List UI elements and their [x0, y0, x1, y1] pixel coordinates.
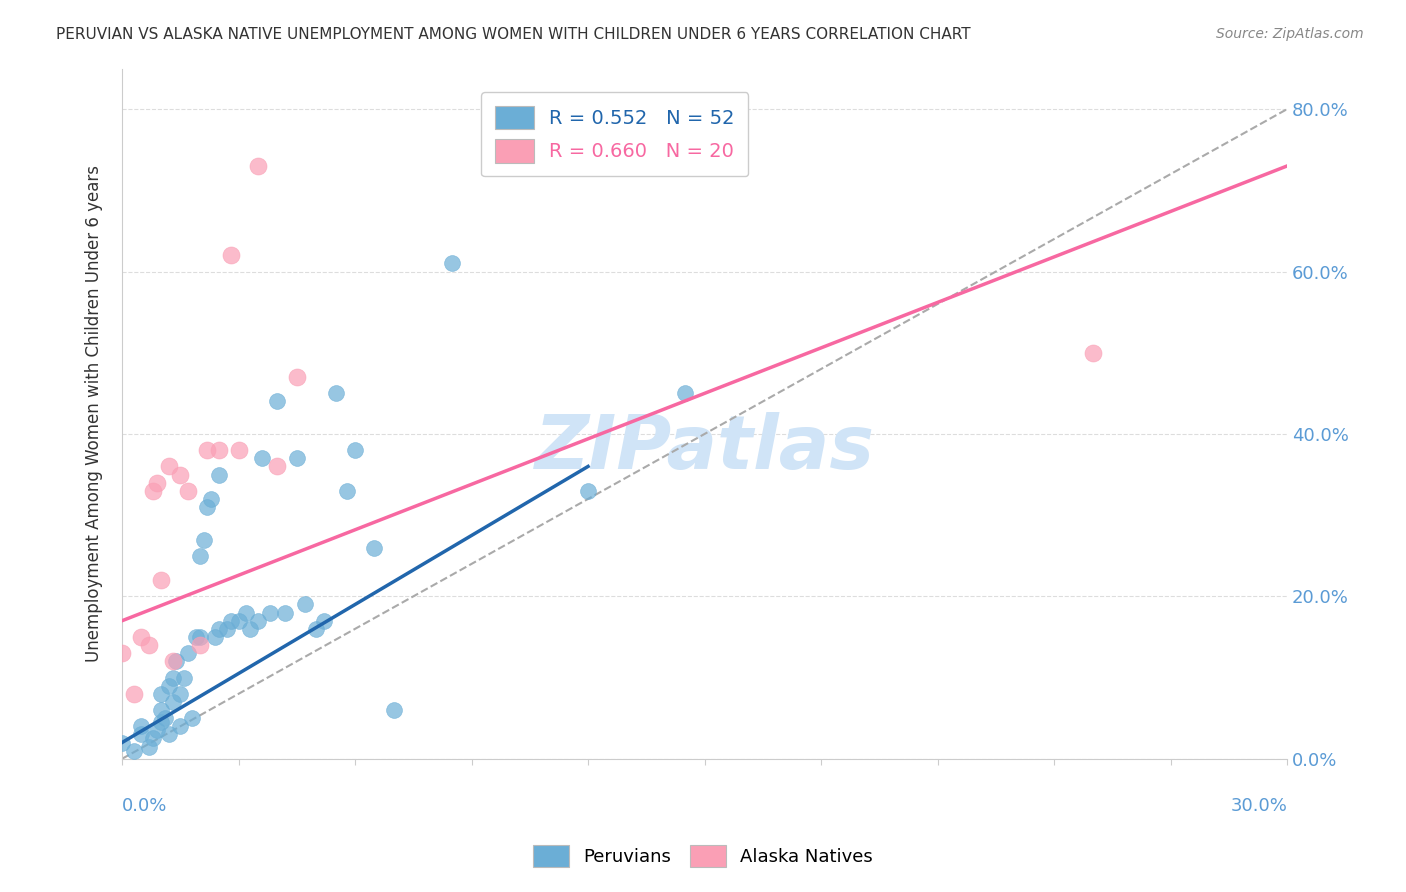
Point [111, 646, 134, 660]
Point [165, 654, 187, 668]
Point [111, 735, 134, 749]
Point [228, 614, 250, 628]
Point [142, 731, 165, 746]
Point [138, 638, 160, 652]
Point [336, 483, 359, 498]
Point [197, 500, 219, 514]
Point [173, 671, 195, 685]
Point [1081, 345, 1104, 359]
Point [285, 370, 308, 384]
Point [246, 159, 269, 173]
Point [146, 723, 169, 738]
Text: 30.0%: 30.0% [1230, 797, 1286, 814]
Point [149, 687, 172, 701]
Point [188, 638, 211, 652]
Point [122, 744, 145, 758]
Point [188, 549, 211, 563]
Point [177, 483, 200, 498]
Point [149, 715, 172, 730]
Point [285, 451, 308, 466]
Point [208, 622, 231, 636]
Point [122, 687, 145, 701]
Point [131, 630, 153, 644]
Point [138, 739, 160, 754]
Text: Source: ZipAtlas.com: Source: ZipAtlas.com [1216, 27, 1364, 41]
Point [250, 451, 273, 466]
Point [146, 475, 169, 490]
Point [177, 646, 200, 660]
Point [576, 483, 599, 498]
Point [208, 443, 231, 458]
Point [193, 533, 215, 547]
Y-axis label: Unemployment Among Women with Children Under 6 years: Unemployment Among Women with Children U… [86, 165, 103, 662]
Point [208, 467, 231, 482]
Point [305, 622, 328, 636]
Point [246, 614, 269, 628]
Point [259, 606, 281, 620]
Point [197, 443, 219, 458]
Point [157, 459, 180, 474]
Point [153, 711, 176, 725]
Point [181, 711, 204, 725]
Point [441, 256, 464, 270]
Point [169, 467, 191, 482]
Legend: R = 0.552   N = 52, R = 0.660   N = 20: R = 0.552 N = 52, R = 0.660 N = 20 [481, 92, 748, 177]
Point [157, 727, 180, 741]
Point [219, 614, 242, 628]
Point [184, 630, 207, 644]
Point [673, 386, 696, 401]
Point [204, 630, 226, 644]
Point [162, 671, 184, 685]
Point [169, 687, 191, 701]
Point [215, 622, 238, 636]
Point [312, 614, 335, 628]
Point [382, 703, 405, 717]
Point [131, 727, 153, 741]
Point [344, 443, 367, 458]
Point [149, 573, 172, 587]
Point [169, 719, 191, 733]
Point [162, 695, 184, 709]
Point [142, 483, 165, 498]
Point [162, 654, 184, 668]
Text: ZIPatlas: ZIPatlas [534, 412, 875, 484]
Legend: Peruvians, Alaska Natives: Peruvians, Alaska Natives [526, 838, 880, 874]
Point [325, 386, 347, 401]
Point [274, 606, 297, 620]
Point [266, 394, 288, 409]
Point [363, 541, 385, 555]
Point [239, 622, 262, 636]
Point [219, 248, 242, 262]
Point [235, 606, 257, 620]
Point [149, 703, 172, 717]
Point [294, 598, 316, 612]
Point [266, 459, 288, 474]
Point [157, 679, 180, 693]
Point [131, 719, 153, 733]
Point [188, 630, 211, 644]
Text: PERUVIAN VS ALASKA NATIVE UNEMPLOYMENT AMONG WOMEN WITH CHILDREN UNDER 6 YEARS C: PERUVIAN VS ALASKA NATIVE UNEMPLOYMENT A… [56, 27, 972, 42]
Point [228, 443, 250, 458]
Point [200, 491, 222, 506]
Text: 0.0%: 0.0% [122, 797, 167, 814]
